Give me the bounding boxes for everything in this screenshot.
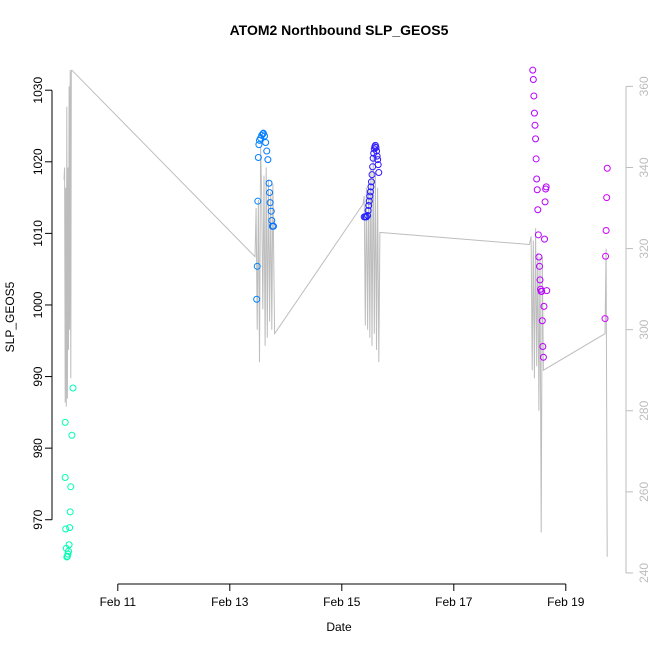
data-point-26 bbox=[263, 147, 271, 155]
x-tick-label-4: Feb 19 bbox=[547, 595, 585, 609]
data-point-78 bbox=[539, 353, 547, 361]
data-point-15 bbox=[253, 262, 261, 270]
data-point-44 bbox=[367, 183, 375, 191]
axes: Feb 11 Feb 13 Feb 15 Feb 17 Feb 19 970 980 990 1… bbox=[31, 76, 650, 609]
y2-tick-label-2: 280 bbox=[637, 400, 650, 420]
data-point-68 bbox=[534, 206, 542, 214]
data-point-89 bbox=[603, 164, 611, 172]
data-point-81 bbox=[541, 198, 549, 206]
data-point-18 bbox=[255, 141, 263, 149]
y-tick-label-3: 1000 bbox=[31, 291, 45, 318]
data-point-72 bbox=[536, 276, 544, 284]
data-point-62 bbox=[530, 109, 538, 117]
data-point-77 bbox=[539, 342, 547, 350]
data-point-31 bbox=[267, 207, 275, 215]
data-point-76 bbox=[538, 317, 546, 325]
data-point-39 bbox=[364, 206, 372, 214]
data-point-42 bbox=[366, 192, 374, 200]
points-layer bbox=[61, 66, 611, 561]
data-point-8 bbox=[65, 541, 73, 549]
data-point-64 bbox=[532, 135, 540, 143]
chart-title: ATOM2 Northbound SLP_GEOS5 bbox=[230, 22, 449, 38]
data-point-24 bbox=[261, 132, 269, 140]
data-point-16 bbox=[254, 197, 262, 205]
y-tick-label-2: 990 bbox=[31, 366, 45, 386]
y-tick-label-5: 1020 bbox=[31, 148, 45, 175]
y2-tick-label-4: 320 bbox=[637, 238, 650, 258]
data-point-70 bbox=[535, 253, 543, 261]
y-tick-label-4: 1010 bbox=[31, 220, 45, 247]
x-tick-label-1: Feb 13 bbox=[211, 595, 249, 609]
data-point-84 bbox=[543, 287, 551, 295]
data-point-30 bbox=[266, 199, 274, 207]
data-point-59 bbox=[529, 66, 537, 74]
y-tick-label-1: 980 bbox=[31, 438, 45, 458]
data-point-86 bbox=[602, 252, 610, 260]
data-point-17 bbox=[254, 154, 262, 162]
data-point-58 bbox=[375, 169, 383, 177]
x-axis-label: Date bbox=[326, 620, 352, 634]
data-point-71 bbox=[535, 262, 543, 270]
data-point-25 bbox=[262, 138, 270, 146]
y-tick-label-6: 1030 bbox=[31, 77, 45, 104]
data-point-1 bbox=[61, 473, 69, 481]
y2-tick-label-0: 240 bbox=[637, 563, 650, 583]
data-point-45 bbox=[367, 178, 375, 186]
x-tick-label-3: Feb 17 bbox=[435, 595, 473, 609]
y-axis-label: SLP_GEOS5 bbox=[3, 281, 17, 352]
data-point-53 bbox=[372, 143, 380, 151]
data-point-14 bbox=[253, 295, 261, 303]
data-point-34 bbox=[269, 222, 277, 230]
y2-tick-label-3: 300 bbox=[637, 319, 650, 339]
data-point-67 bbox=[533, 186, 541, 194]
data-point-13 bbox=[69, 384, 77, 392]
data-point-27 bbox=[264, 156, 272, 164]
y-tick-label-0: 970 bbox=[31, 509, 45, 529]
data-point-37 bbox=[362, 213, 370, 221]
data-point-75 bbox=[538, 287, 546, 295]
data-point-12 bbox=[68, 431, 76, 439]
data-point-10 bbox=[66, 508, 74, 516]
data-point-41 bbox=[365, 197, 373, 205]
data-point-69 bbox=[534, 231, 542, 239]
line-layer bbox=[63, 69, 608, 557]
data-point-11 bbox=[67, 483, 75, 491]
data-point-32 bbox=[268, 217, 276, 225]
data-point-21 bbox=[258, 131, 266, 139]
secondary-series-line bbox=[63, 69, 608, 557]
data-point-63 bbox=[531, 121, 539, 129]
data-point-66 bbox=[533, 175, 541, 183]
data-point-80 bbox=[541, 235, 549, 243]
data-point-85 bbox=[601, 315, 609, 323]
x-tick-label-0: Feb 11 bbox=[100, 595, 137, 609]
y2-tick-label-1: 260 bbox=[637, 482, 650, 502]
data-point-28 bbox=[265, 179, 273, 187]
data-point-48 bbox=[369, 154, 377, 162]
data-point-46 bbox=[368, 171, 376, 179]
data-point-87 bbox=[602, 227, 610, 235]
data-point-88 bbox=[603, 194, 611, 202]
y2-tick-label-5: 340 bbox=[637, 157, 650, 177]
data-point-54 bbox=[373, 147, 381, 155]
data-point-79 bbox=[540, 302, 548, 310]
data-point-29 bbox=[266, 189, 274, 197]
data-point-47 bbox=[369, 163, 377, 171]
data-point-83 bbox=[542, 183, 550, 191]
data-point-40 bbox=[365, 201, 373, 209]
data-point-0 bbox=[61, 418, 69, 426]
y2-tick-label-6: 360 bbox=[637, 76, 650, 96]
x-tick-label-2: Feb 15 bbox=[323, 595, 361, 609]
data-point-6 bbox=[64, 550, 72, 558]
data-point-60 bbox=[529, 75, 537, 83]
data-point-57 bbox=[374, 161, 382, 169]
data-point-43 bbox=[366, 188, 374, 196]
data-point-55 bbox=[373, 152, 381, 160]
data-point-38 bbox=[364, 211, 372, 219]
data-point-61 bbox=[530, 92, 538, 100]
data-point-9 bbox=[66, 524, 74, 532]
data-point-65 bbox=[532, 155, 540, 163]
data-point-2 bbox=[62, 525, 70, 533]
data-point-56 bbox=[374, 156, 382, 164]
